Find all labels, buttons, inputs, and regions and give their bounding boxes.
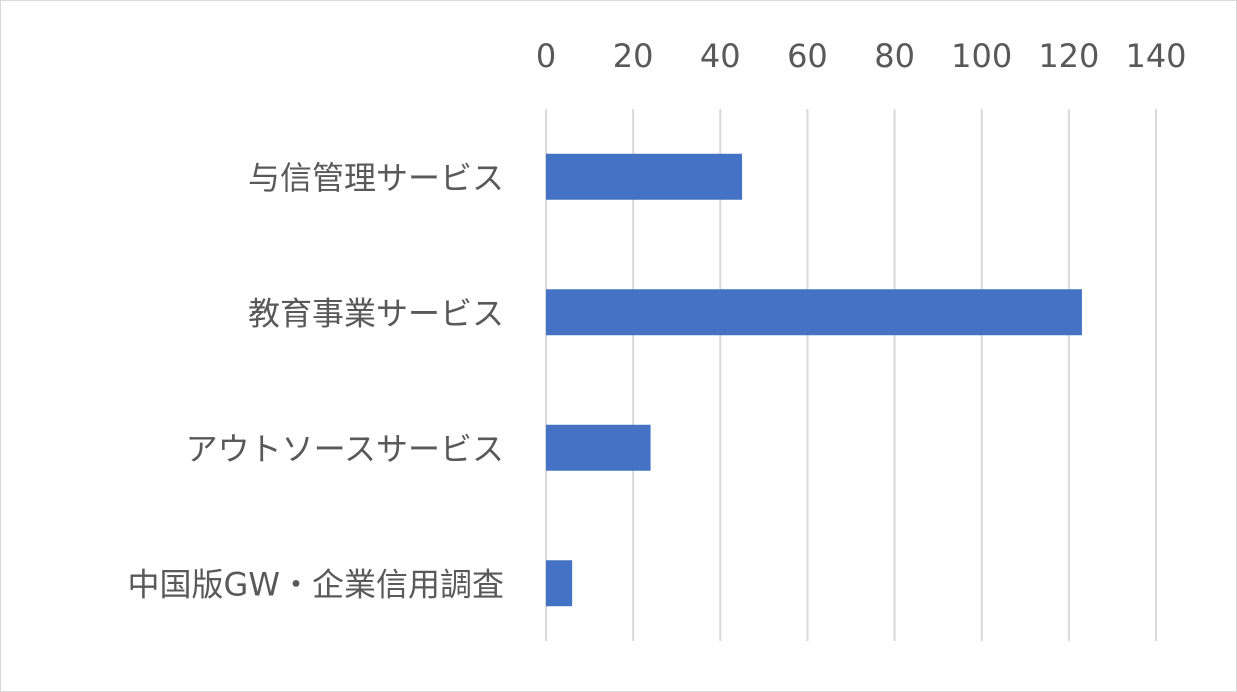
category-label: 教育事業サービス <box>248 294 504 332</box>
bar <box>546 153 743 200</box>
bars <box>546 153 1082 607</box>
x-tick-label: 80 <box>874 37 915 75</box>
x-tick-label: 40 <box>700 37 741 75</box>
x-tick-label: 0 <box>536 37 556 75</box>
bar <box>546 560 573 607</box>
x-tick-label: 60 <box>787 37 828 75</box>
category-label: 与信管理サービス <box>248 159 504 197</box>
bar <box>546 289 1082 336</box>
x-tick-label: 20 <box>613 37 654 75</box>
x-axis-ticks: 0 20 40 60 80 100 120 140 <box>536 37 1187 75</box>
category-label: 中国版GW・企業信用調査 <box>128 565 504 603</box>
x-tick-label: 140 <box>1125 37 1186 75</box>
category-label: アウトソースサービス <box>186 430 504 468</box>
x-tick-label: 100 <box>951 37 1012 75</box>
x-tick-label: 120 <box>1038 37 1099 75</box>
bar <box>546 424 651 471</box>
